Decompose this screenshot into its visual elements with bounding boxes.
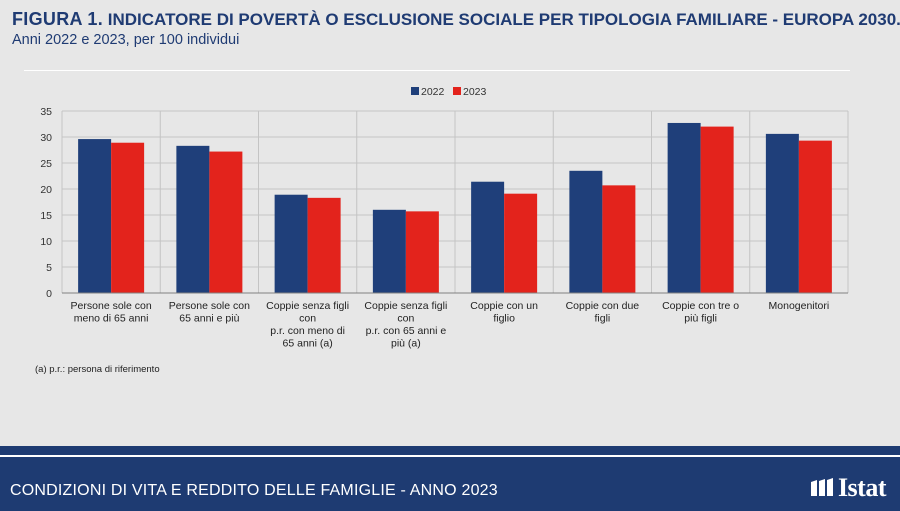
y-tick-label: 30 [40,132,52,144]
header-divider [24,70,850,71]
figure-label: FIGURA 1. [12,9,104,29]
x-category-label: figli [594,313,610,325]
footer-bar: CONDIZIONI DI VITA E REDDITO DELLE FAMIG… [0,446,900,511]
x-category-label: Coppie con tre o [662,300,739,312]
y-tick-label: 0 [46,288,52,300]
x-category-label: più (a) [391,338,421,350]
x-category-label: con [397,313,414,325]
y-tick-label: 15 [40,210,52,222]
y-tick-label: 25 [40,158,52,170]
figure-title: FIGURA 1. INDICATORE DI POVERTÀ O ESCLUS… [12,8,900,31]
istat-logo: Istat [810,473,887,503]
y-tick-label: 35 [40,106,52,118]
legend-swatch-2022 [411,87,419,95]
y-tick-label: 10 [40,236,52,248]
legend-label-2022: 2022 [421,86,445,98]
x-category-label: meno di 65 anni [74,313,149,325]
bar-2023 [209,151,243,293]
bar-2023 [111,142,145,293]
x-category-label: figlio [493,313,515,325]
x-category-label: Persone sole con [169,300,250,312]
x-category-label: Coppie senza figli [266,300,349,312]
footnote: (a) p.r.: persona di riferimento [35,364,160,375]
bar-2022 [471,181,505,293]
bar-2022 [667,122,701,294]
x-category-label: Coppie con due [566,300,640,312]
legend-label-2023: 2023 [463,86,487,98]
x-category-label: Persone sole con [71,300,152,312]
chart-header: FIGURA 1. INDICATORE DI POVERTÀ O ESCLUS… [12,8,900,48]
bar-2023 [798,140,832,293]
x-category-label: più figli [684,313,717,325]
bar-2023 [307,197,341,293]
x-category-label: Monogenitori [769,300,830,312]
x-category-label: p.r. con meno di [270,325,345,337]
istat-logo-icon [810,478,833,496]
bar-2022 [274,194,308,293]
figure-subtitle: Anni 2022 e 2023, per 100 individui [12,32,240,48]
bar-2022 [372,209,406,293]
footer-title: CONDIZIONI DI VITA E REDDITO DELLE FAMIG… [10,482,498,499]
y-tick-label: 20 [40,184,52,196]
bar-2022 [78,139,112,293]
bar-2023 [405,211,439,293]
x-category-label: Coppie con un [470,300,538,312]
footer-stripe [0,455,900,457]
bar-2023 [504,193,538,293]
x-category-label: 65 anni (a) [283,338,333,350]
legend-swatch-2023 [453,87,461,95]
istat-logo-text: Istat [837,473,887,502]
figure-title-text: INDICATORE DI POVERTÀ O ESCLUSIONE SOCIA… [107,10,900,29]
bar-2023 [602,185,636,293]
x-category-label: con [299,313,316,325]
y-tick-label: 5 [46,262,52,274]
bar-2023 [700,126,734,293]
x-category-label: 65 anni e più [179,313,239,325]
x-category-label: Coppie senza figli [364,300,447,312]
bar-2022 [569,170,603,293]
x-category-label: p.r. con 65 anni e [366,325,447,337]
bar-2022 [176,145,210,293]
bar-2022 [765,133,799,293]
